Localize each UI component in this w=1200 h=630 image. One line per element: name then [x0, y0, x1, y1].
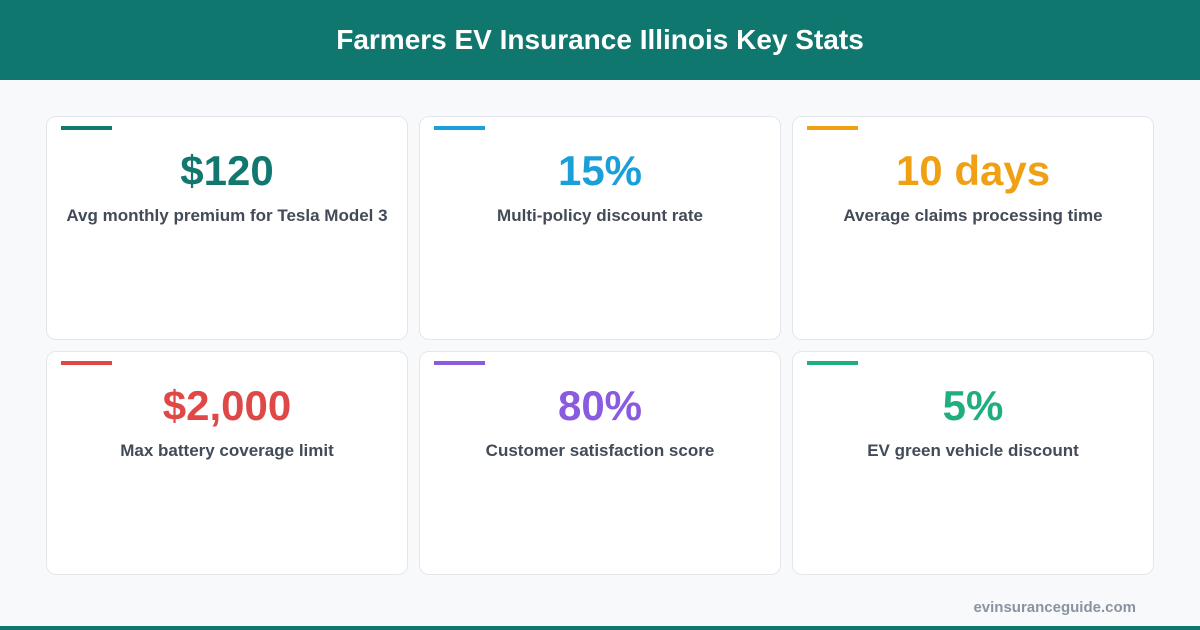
accent-bar	[434, 361, 485, 365]
stat-label: Average claims processing time	[843, 206, 1103, 225]
stat-label: Avg monthly premium for Tesla Model 3	[66, 206, 388, 225]
stat-card: 5% EV green vehicle discount	[792, 351, 1154, 575]
accent-bar	[61, 361, 112, 365]
accent-bar	[61, 126, 112, 130]
stat-label: Multi-policy discount rate	[497, 206, 703, 225]
header: Farmers EV Insurance Illinois Key Stats	[0, 0, 1200, 80]
stat-label: EV green vehicle discount	[867, 441, 1079, 460]
stat-value: 15%	[557, 147, 643, 194]
stat-value: $120	[180, 147, 274, 194]
stat-value: 5%	[942, 382, 1004, 429]
bottom-stripe	[0, 626, 1200, 630]
stat-value: 10 days	[895, 147, 1051, 194]
stat-label: Customer satisfaction score	[485, 441, 715, 460]
stat-card: 15% Multi-policy discount rate	[419, 116, 781, 340]
stat-value: 80%	[557, 382, 643, 429]
stat-card: $2,000 Max battery coverage limit	[46, 351, 408, 575]
stat-value: $2,000	[162, 382, 292, 429]
card-grid: $120 Avg monthly premium for Tesla Model …	[46, 116, 1154, 575]
stat-card: 80% Customer satisfaction score	[419, 351, 781, 575]
accent-bar	[434, 126, 485, 130]
stat-card: 10 days Average claims processing time	[792, 116, 1154, 340]
stat-label: Max battery coverage limit	[120, 441, 334, 460]
accent-bar	[807, 126, 858, 130]
accent-bar	[807, 361, 858, 365]
stat-card: $120 Avg monthly premium for Tesla Model …	[46, 116, 408, 340]
source: evinsuranceguide.com	[973, 599, 1136, 616]
